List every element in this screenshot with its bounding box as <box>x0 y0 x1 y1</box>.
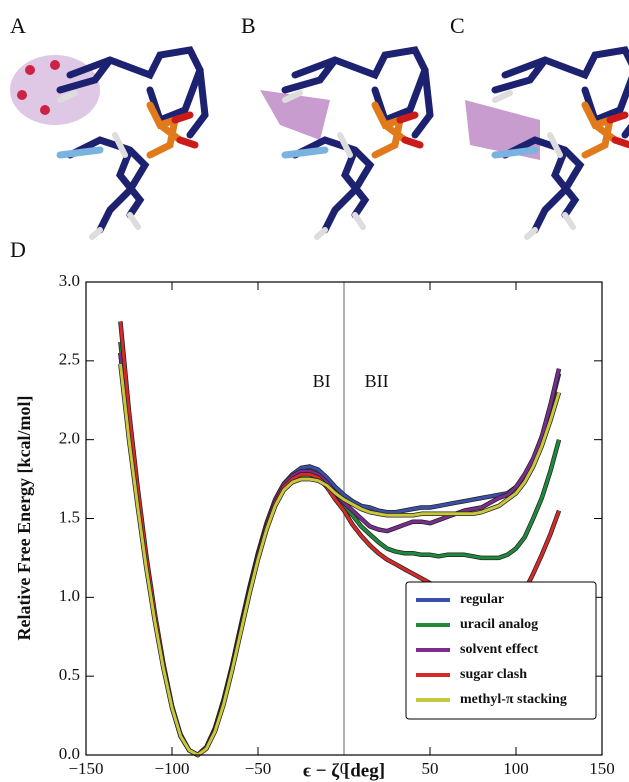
legend-label: sugar clash <box>460 667 527 682</box>
panel-label: B <box>241 13 256 38</box>
y-tick-label: 2.0 <box>59 429 80 448</box>
x-tick-label: −50 <box>245 759 272 778</box>
molecule-b <box>260 50 430 237</box>
x-tick-label: 100 <box>503 759 529 778</box>
y-tick-label: 1.5 <box>59 507 80 526</box>
panel-label: A <box>10 13 26 38</box>
panel-label: C <box>450 13 465 38</box>
legend-box <box>405 581 597 720</box>
x-tick-label: 150 <box>589 759 615 778</box>
annotation: BII <box>365 371 389 391</box>
y-axis-label: Relative Free Energy [kcal/mol] <box>14 395 34 640</box>
x-tick-label: 0 <box>340 759 349 778</box>
legend-label: methyl-π stacking <box>460 692 567 707</box>
y-tick-label: 2.5 <box>59 350 80 369</box>
annotation: BI <box>313 371 331 391</box>
y-tick-label: 0.5 <box>59 665 80 684</box>
molecule-a <box>10 50 205 237</box>
y-tick-label: 1.0 <box>59 586 80 605</box>
legend-label: uracil analog <box>460 617 538 632</box>
y-tick-label: 3.0 <box>59 271 80 290</box>
legend: regular uracil analog solvent effect sugar … <box>405 581 597 720</box>
y-tick-label: 0.0 <box>59 744 80 763</box>
line <box>118 363 561 757</box>
x-tick-label: −150 <box>68 759 103 778</box>
molecule-c <box>465 50 629 237</box>
x-tick-label: −100 <box>154 759 189 778</box>
plot-frame <box>85 281 603 756</box>
legend-label: regular <box>460 592 504 607</box>
x-tick-label: 50 <box>422 759 439 778</box>
panel-label: D <box>10 237 26 262</box>
x-axis-label: ϵ − ζ [deg] <box>303 760 385 781</box>
legend-label: solvent effect <box>460 642 538 657</box>
